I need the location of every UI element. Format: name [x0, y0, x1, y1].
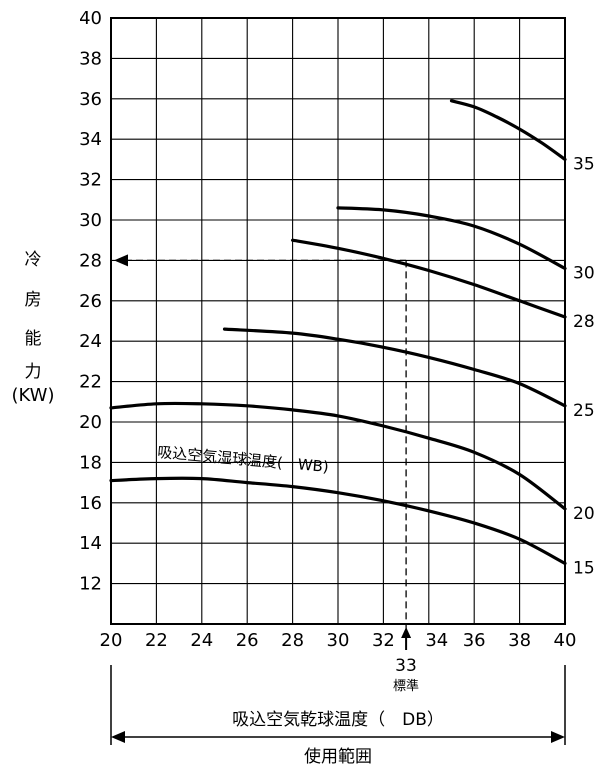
- standard-arrow-left: [114, 254, 128, 267]
- standard-marker: [114, 254, 412, 650]
- y-tick-label: 32: [79, 170, 102, 191]
- y-tick-label: 40: [79, 8, 102, 29]
- curve-wb-28: [291, 238, 567, 319]
- x-tick-label: 30: [327, 630, 350, 651]
- y-label-char: 力: [25, 362, 42, 382]
- curve-wb-20: [109, 401, 567, 511]
- y-tick-label: 36: [79, 89, 102, 110]
- y-tick-label: 26: [79, 291, 102, 312]
- y-tick-label: 28: [79, 250, 102, 271]
- x-tick-label: 38: [508, 630, 531, 651]
- y-tick-label: 24: [79, 331, 102, 352]
- curve-label-wb-35: 35: [573, 154, 595, 174]
- y-label-char: 房: [25, 290, 42, 310]
- curve-wb-30: [336, 206, 567, 271]
- x-tick-label: 26: [236, 630, 259, 651]
- y-tick-label: 22: [79, 372, 102, 393]
- curve-wb-35: [449, 99, 567, 161]
- curve-label-wb-30: 30: [573, 263, 595, 283]
- range-arrow-left: [111, 731, 125, 743]
- y-tick-label: 18: [79, 452, 102, 473]
- curves: [109, 99, 567, 565]
- x-tick-label: 28: [281, 630, 304, 651]
- curve-label-wb-28: 28: [573, 312, 595, 332]
- range-label: 使用範囲: [304, 746, 372, 767]
- y-tick-label: 16: [79, 493, 102, 514]
- x-tick-label: 20: [100, 630, 123, 651]
- y-tick-label: 12: [79, 574, 102, 595]
- x-tick-label: 34: [425, 630, 448, 651]
- y-label-unit: (KW): [11, 385, 54, 406]
- y-label-char: 能: [25, 329, 42, 349]
- y-axis-label: 冷 房 能 力 (KW): [11, 250, 54, 406]
- y-tick-label: 34: [79, 129, 102, 150]
- x-tick-label: 36: [463, 630, 486, 651]
- x-axis-label: 吸込空気乾球温度（ DB）: [232, 710, 444, 730]
- x-tick-label: 22: [145, 630, 168, 651]
- grid: [111, 18, 565, 624]
- x-tick-label: 24: [190, 630, 213, 651]
- plot-frame: [110, 17, 566, 625]
- y-tick-label: 20: [79, 412, 102, 433]
- y-tick-label: 38: [79, 48, 102, 69]
- curve-label-wb-25: 25: [573, 401, 595, 421]
- x-tick-labels: 20 22 24 26 28 30 32 34 36 38 40: [100, 630, 577, 651]
- y-label-char: 冷: [25, 250, 42, 270]
- standard-arrow-up: [401, 627, 412, 638]
- range-arrow-right: [551, 731, 565, 743]
- y-tick-label: 30: [79, 210, 102, 231]
- y-tick-labels: 12 14 16 18 20 22 24 26 28 30 32 34 36 38 40: [79, 8, 102, 595]
- curve-wb-25: [222, 327, 567, 408]
- standard-text-label: 標準: [393, 678, 419, 694]
- curve-labels: 35 30 28 25 20 15: [573, 154, 595, 578]
- curve-wb-15: [109, 476, 567, 565]
- range-bracket: [110, 665, 566, 745]
- x-tick-label: 40: [554, 630, 577, 651]
- y-tick-label: 14: [79, 533, 102, 554]
- series-caption: 吸込空気湿球温度( WB): [157, 443, 330, 476]
- standard-value-label: 33: [395, 656, 417, 676]
- curve-label-wb-15: 15: [573, 558, 595, 578]
- curve-label-wb-20: 20: [573, 504, 595, 524]
- x-tick-label: 32: [372, 630, 395, 651]
